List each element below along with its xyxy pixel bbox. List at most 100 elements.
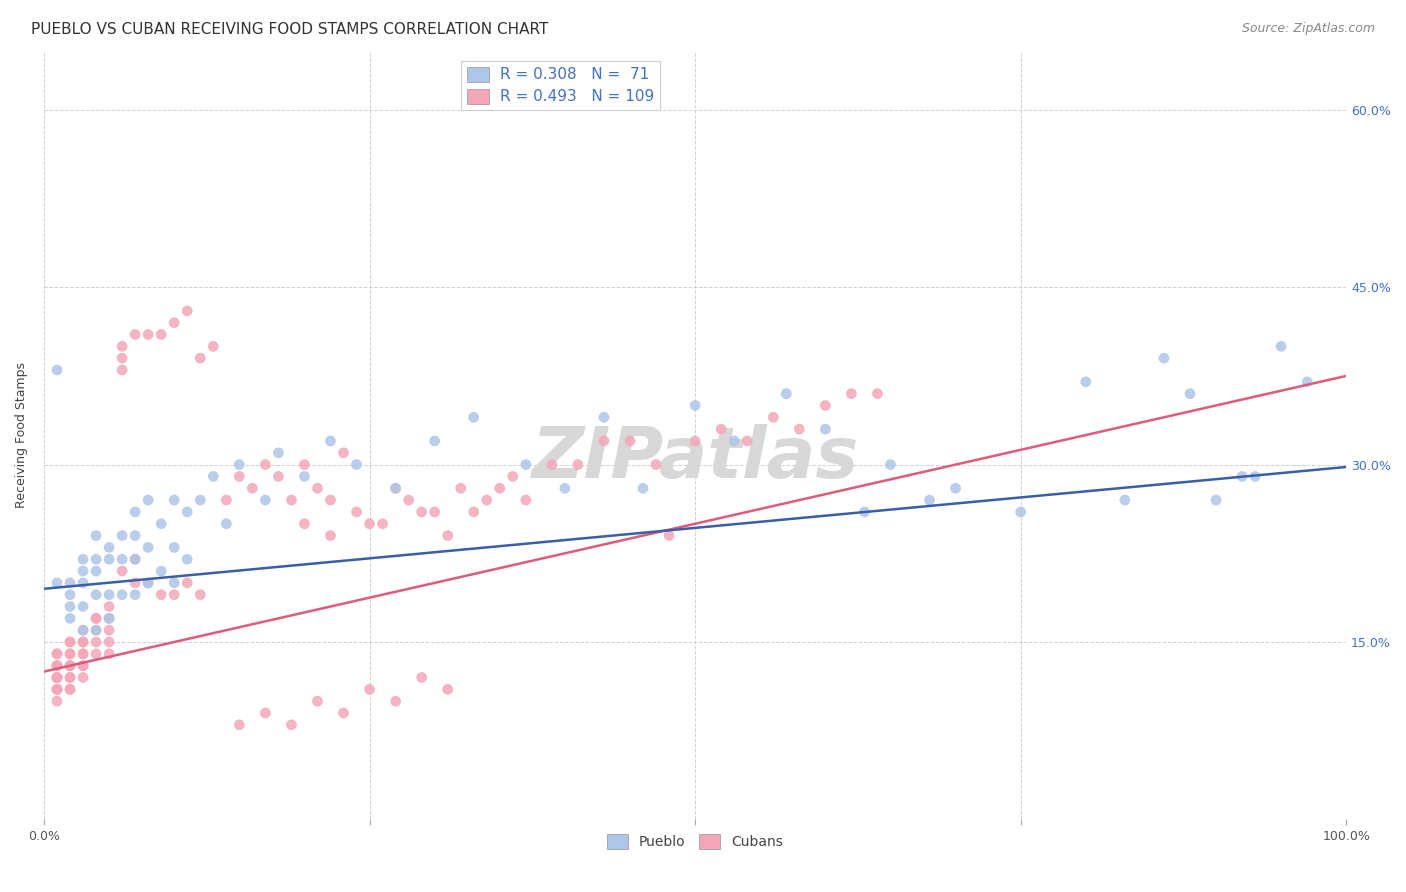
Point (515, 458, 537, 472)
Point (710, 422, 733, 436)
Point (398, 493, 420, 508)
Point (1270, 339, 1292, 353)
Point (59, 635, 82, 649)
Point (72, 599, 94, 614)
Point (59, 671, 82, 685)
Point (136, 541, 159, 555)
Point (72, 623, 94, 637)
Point (136, 575, 159, 590)
Point (46, 682, 69, 697)
Point (280, 718, 302, 732)
Point (787, 422, 810, 436)
Point (346, 505, 368, 519)
Point (332, 706, 354, 720)
Point (307, 694, 329, 708)
Point (124, 528, 146, 542)
Point (319, 493, 342, 508)
Point (59, 611, 82, 625)
Point (84, 611, 107, 625)
Point (124, 552, 146, 566)
Point (1244, 469, 1267, 483)
Point (1114, 493, 1136, 508)
Point (46, 671, 69, 685)
Point (384, 481, 406, 495)
Point (215, 493, 238, 508)
Point (228, 469, 250, 483)
Point (111, 363, 134, 377)
Point (72, 635, 94, 649)
Point (294, 469, 316, 483)
Point (240, 481, 263, 495)
Text: Source: ZipAtlas.com: Source: ZipAtlas.com (1241, 22, 1375, 36)
Point (814, 422, 837, 436)
Point (163, 493, 186, 508)
Point (46, 658, 69, 673)
Point (124, 552, 146, 566)
Point (267, 469, 290, 483)
Point (98, 599, 121, 614)
Point (593, 434, 616, 448)
Point (411, 671, 433, 685)
Point (658, 528, 681, 542)
Point (136, 493, 159, 508)
Point (554, 481, 576, 495)
Point (46, 682, 69, 697)
Point (228, 718, 250, 732)
Point (1296, 375, 1319, 389)
Point (98, 541, 121, 555)
Point (98, 552, 121, 566)
Point (319, 528, 342, 542)
Point (84, 623, 107, 637)
Point (1230, 469, 1253, 483)
Point (188, 588, 211, 602)
Point (111, 564, 134, 578)
Point (359, 682, 381, 697)
Point (841, 386, 863, 401)
Point (150, 564, 173, 578)
Point (384, 481, 406, 495)
Point (515, 493, 537, 508)
Point (150, 516, 173, 531)
Point (541, 458, 564, 472)
Point (176, 505, 198, 519)
Point (1178, 386, 1201, 401)
Point (814, 399, 837, 413)
Point (163, 575, 186, 590)
Point (84, 611, 107, 625)
Point (46, 671, 69, 685)
Point (98, 635, 121, 649)
Point (84, 647, 107, 661)
Point (215, 516, 238, 531)
Point (254, 458, 277, 472)
Point (59, 647, 82, 661)
Point (98, 647, 121, 661)
Point (853, 505, 876, 519)
Point (150, 327, 173, 342)
Point (423, 505, 446, 519)
Point (488, 481, 510, 495)
Point (1074, 375, 1097, 389)
Point (59, 599, 82, 614)
Point (59, 635, 82, 649)
Point (163, 316, 186, 330)
Point (280, 493, 302, 508)
Point (683, 399, 706, 413)
Point (176, 575, 198, 590)
Point (111, 339, 134, 353)
Point (475, 493, 498, 508)
Point (202, 469, 225, 483)
Point (111, 528, 134, 542)
Point (267, 446, 290, 460)
Point (593, 410, 616, 425)
Point (188, 493, 211, 508)
Point (945, 481, 967, 495)
Point (124, 505, 146, 519)
Point (163, 588, 186, 602)
Point (436, 528, 458, 542)
Point (72, 623, 94, 637)
Point (98, 611, 121, 625)
Point (645, 458, 668, 472)
Point (46, 671, 69, 685)
Point (46, 682, 69, 697)
Point (176, 552, 198, 566)
